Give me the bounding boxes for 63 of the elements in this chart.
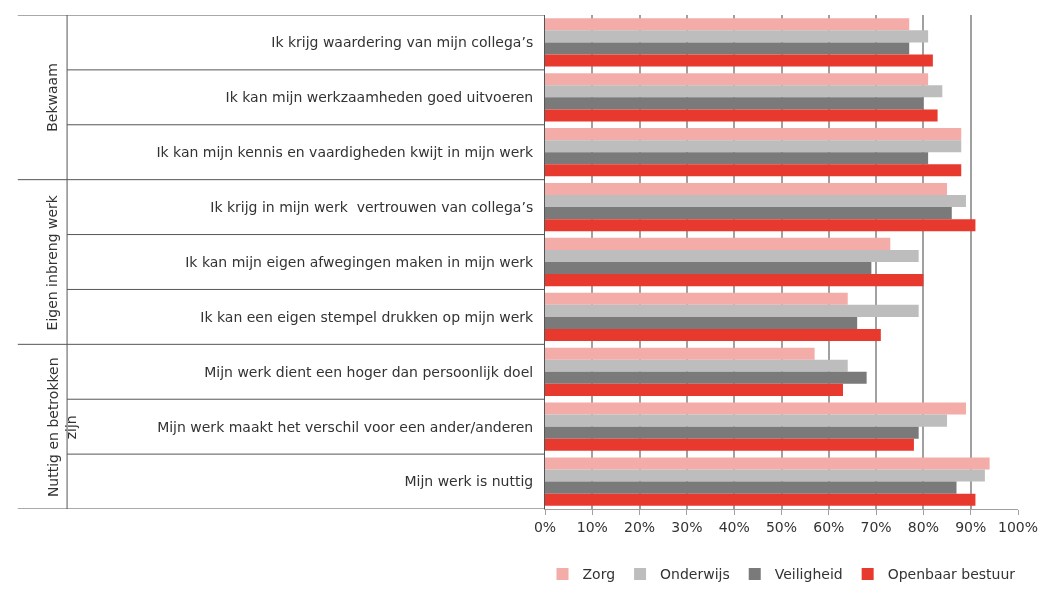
bar xyxy=(545,383,843,396)
bar xyxy=(545,140,962,153)
bar xyxy=(545,207,952,220)
legend-label: Veiligheid xyxy=(774,566,843,583)
y-tick-label: Mijn werk dient een hoger dan persoonlijk doel xyxy=(204,363,534,380)
text: Bekwaam xyxy=(44,63,61,132)
y-tick-label: Ik krijg waardering van mijn collega’s xyxy=(271,34,534,51)
x-tick-label: 10% xyxy=(576,518,608,535)
bar xyxy=(545,109,938,122)
bar xyxy=(545,54,933,67)
bar xyxy=(545,128,962,141)
bar xyxy=(545,195,966,208)
x-tick-label: 80% xyxy=(907,518,939,535)
bar xyxy=(545,18,910,31)
text: Nuttig en betrokken zijn xyxy=(44,357,79,498)
bar xyxy=(545,262,872,275)
x-tick-label: 70% xyxy=(860,518,892,535)
bar xyxy=(545,493,976,506)
x-tick-label: 0% xyxy=(533,518,557,535)
x-tick-label: 30% xyxy=(671,518,703,535)
bar xyxy=(545,347,815,360)
bar xyxy=(545,457,990,470)
bar xyxy=(545,292,848,305)
bar xyxy=(545,328,881,342)
y-tick-label: Ik krijg in mijn werk vertrouwen van collega’s xyxy=(210,199,534,216)
bar xyxy=(545,97,924,110)
bar xyxy=(545,237,891,250)
bar xyxy=(545,469,985,482)
y-tick-label: Mijn werk maakt het verschil voor een ander/anderen xyxy=(157,418,534,435)
text: Eigen inbreng werk xyxy=(44,194,61,331)
bar xyxy=(545,359,848,372)
bar xyxy=(545,85,943,98)
x-tick-label: 90% xyxy=(955,518,987,535)
bar xyxy=(545,42,910,55)
y-tick-label: Ik kan een eigen stempel drukken op mijn werk xyxy=(200,308,535,325)
bar xyxy=(545,438,914,451)
legend-label: Zorg xyxy=(582,566,616,583)
legend-label: Openbaar bestuur xyxy=(887,566,1016,583)
bar xyxy=(545,402,966,415)
bar xyxy=(545,182,948,196)
x-tick-label: 100% xyxy=(997,518,1039,535)
bar xyxy=(545,426,919,439)
bar xyxy=(545,164,962,177)
x-tick-label: 20% xyxy=(624,518,656,535)
bar xyxy=(545,152,929,165)
x-tick-label: 50% xyxy=(765,518,798,535)
x-tick-label: 60% xyxy=(813,518,845,535)
y-tick-label: Ik kan mijn kennis en vaardigheden kwijt in mijn werk xyxy=(156,144,535,161)
legend-label: Onderwijs xyxy=(660,566,730,583)
bar xyxy=(545,274,924,287)
y-tick-label: Ik kan mijn werkzaamheden goed uitvoeren xyxy=(225,89,534,106)
y-tick-label: Mijn werk is nuttig xyxy=(404,473,534,490)
bar xyxy=(545,481,957,494)
y-tick-label: Ik kan mijn eigen afwegingen maken in mijn werk xyxy=(185,253,535,270)
bar xyxy=(545,249,919,262)
bar xyxy=(545,304,919,317)
bar xyxy=(545,371,867,384)
bar xyxy=(545,30,929,43)
bar xyxy=(545,316,858,329)
bar xyxy=(545,73,929,86)
bar xyxy=(545,219,976,232)
x-tick-label: 40% xyxy=(718,518,750,535)
bar xyxy=(545,414,948,427)
